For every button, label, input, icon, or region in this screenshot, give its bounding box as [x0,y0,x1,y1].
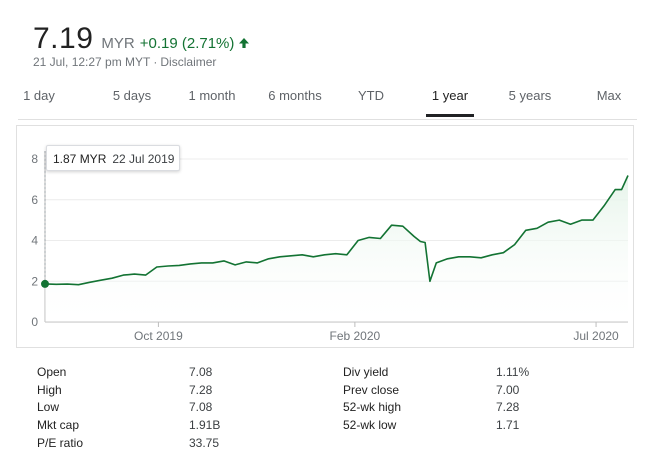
stat-row-52wk-low: 52-wk low 1.71 [343,417,603,435]
stat-value: 33.75 [189,435,220,450]
tab-6-months[interactable]: 6 months [268,88,322,103]
tabs-divider [18,119,637,120]
tab-5-days[interactable]: 5 days [112,88,152,103]
tab-5-years[interactable]: 5 years [508,88,552,103]
stat-label: Open [37,365,67,379]
stat-row-mkt-cap: Mkt cap 1.91B [37,417,317,435]
quote-header: 7.19 MYR +0.19 (2.71%) [33,22,250,56]
stat-row-low: Low 7.08 [37,399,317,417]
y-tick-label: 4 [31,234,38,248]
y-tick-label: 2 [31,274,38,288]
tab-1-year[interactable]: 1 year [426,80,474,118]
tab-1-month[interactable]: 1 month [188,88,236,103]
price-value: 7.19 [33,22,94,55]
price-area-fill [45,175,628,322]
stats-right-column: Div yield 1.11% Prev close 7.00 52-wk high… [343,364,603,435]
stat-row-open: Open 7.08 [37,364,317,382]
stat-row-52wk-high: 52-wk high 7.28 [343,399,603,417]
stat-value: 1.11% [496,365,530,379]
stat-row-prev-close: Prev close 7.00 [343,382,603,400]
range-tabs: 1 day 5 days 1 month 6 months YTD 1 year… [18,80,638,120]
disclaimer-link[interactable]: Disclaimer [160,55,217,69]
price-chart[interactable]: 0 2 4 6 8 Oct 2019 Feb 2020 Jul 2020 [0,125,651,355]
tab-1-day[interactable]: 1 day [23,88,55,103]
stat-row-div-yield: Div yield 1.11% [343,364,603,382]
arrow-up-icon [239,38,250,48]
chart-tooltip: 1.87 MYR 22 Jul 2019 [46,145,180,171]
price-line [44,175,629,286]
tab-ytd[interactable]: YTD [358,88,384,103]
quote-subline: 21 Jul, 12:27 pm MYT · Disclaimer [33,55,217,69]
hover-point-marker [41,279,49,288]
stat-label: Low [37,400,60,415]
y-tick-label: 8 [31,152,38,166]
stat-value: 7.08 [189,365,213,379]
timestamp: 21 Jul, 12:27 pm MYT [33,55,151,69]
price-change-text: +0.19 (2.71%) [139,35,235,52]
stat-row-pe-ratio: P/E ratio 33.75 [37,435,317,453]
tab-max[interactable]: Max [596,88,622,103]
stat-label: Prev close [343,382,400,397]
stats-left-column: Open 7.08 High 7.28 Low 7.08 Mkt cap 1.91B P… [37,364,317,452]
chart-frame [16,125,634,348]
stat-row-high: High 7.28 [37,382,317,400]
stat-value: 7.28 [496,400,520,415]
y-tick-label: 0 [31,315,38,329]
stat-label: Mkt cap [37,418,80,433]
tooltip-value: 1.87 MYR [53,152,107,166]
y-tick-label: 6 [31,193,38,207]
x-tick-label: Feb 2020 [330,329,381,343]
x-tick-label: Oct 2019 [134,329,183,343]
stat-label: P/E ratio [37,435,84,450]
stat-value: 1.71 [496,418,520,433]
currency-label: MYR [101,35,135,52]
tooltip-date: 22 Jul 2019 [112,152,175,166]
stat-label: 52-wk low [343,418,397,433]
stat-value: 7.28 [189,382,213,397]
stat-label: 52-wk high [343,400,402,415]
stat-value: 1.91B [189,418,221,433]
stat-label: Div yield [343,365,389,379]
stat-value: 7.08 [189,400,213,415]
price-change: +0.19 (2.71%) [140,35,251,52]
stat-value: 7.00 [496,382,520,397]
x-tick-label: Jul 2020 [573,329,619,343]
stat-label: High [37,382,62,397]
